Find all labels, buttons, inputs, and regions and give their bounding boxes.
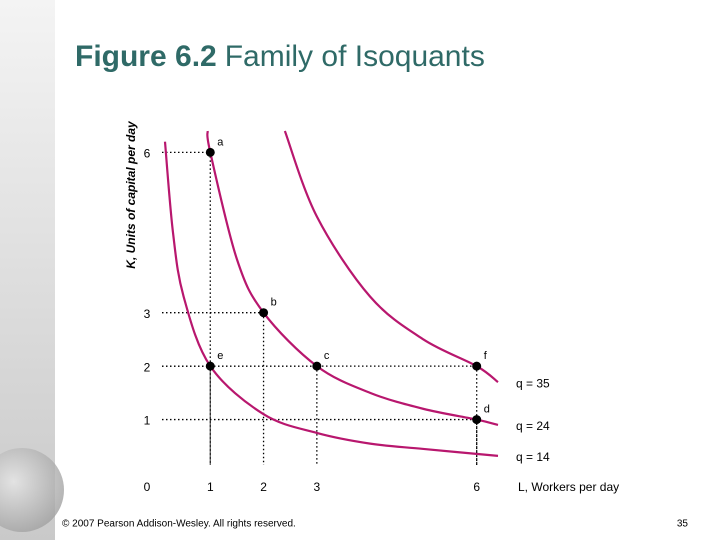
globe-decoration xyxy=(0,448,64,532)
x-tick-label: 2 xyxy=(260,480,267,494)
x-tick-label: 3 xyxy=(314,480,321,494)
point xyxy=(205,361,215,371)
title-text: Family of Isoquants xyxy=(225,40,485,73)
y-tick-label: 1 xyxy=(144,414,151,428)
figure-number: Figure 6.2 xyxy=(75,40,217,73)
isoquant xyxy=(163,141,499,457)
isoquant xyxy=(283,130,499,384)
x-tick-label: 1 xyxy=(207,480,214,494)
point-label: d xyxy=(484,403,490,415)
y-axis-label: K, Units of capital per day xyxy=(124,120,138,269)
point-label: e xyxy=(217,350,223,362)
x-tick-label: 6 xyxy=(473,480,480,494)
point xyxy=(259,308,269,318)
isoquant xyxy=(206,130,499,426)
plot: 0 1 2 3 6 1 2 3 6 q = 35 q = 24 q = 14 a b e c f d xyxy=(144,130,550,494)
copyright: © 2007 Pearson Addison-Wesley. All right… xyxy=(62,519,296,530)
point xyxy=(205,147,215,157)
isoquant-label: q = 14 xyxy=(516,450,550,464)
point-label: b xyxy=(271,297,277,309)
point xyxy=(312,361,322,371)
y-tick-label: 2 xyxy=(144,360,151,374)
point-label: f xyxy=(484,350,488,362)
isoquant-label: q = 24 xyxy=(516,419,550,433)
point xyxy=(472,361,482,371)
x-axis-label: L, Workers per day xyxy=(518,480,619,494)
y-tick-label: 0 xyxy=(144,480,151,494)
point-label: c xyxy=(324,350,330,362)
y-tick-label: 6 xyxy=(144,147,151,161)
point xyxy=(472,415,482,425)
isoquant-label: q = 35 xyxy=(516,376,550,390)
slide-title: Figure 6.2 Family of Isoquants xyxy=(75,40,485,73)
y-tick-label: 3 xyxy=(144,307,151,321)
page-number: 35 xyxy=(677,519,689,530)
point-label: a xyxy=(217,136,224,148)
